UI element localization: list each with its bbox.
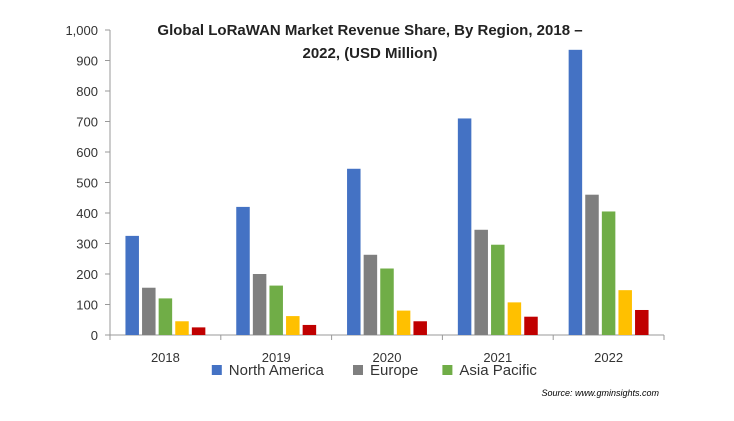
legend-label: North America (229, 362, 325, 379)
bar (269, 285, 283, 335)
bar (363, 254, 378, 335)
legend-item: Asia Pacific (442, 362, 537, 379)
bar (347, 168, 361, 335)
legend-swatch (353, 365, 363, 375)
bar (568, 49, 583, 335)
legend-label: Asia Pacific (459, 362, 537, 379)
bar (158, 298, 173, 335)
legend-item: Europe (353, 362, 418, 379)
bar (252, 274, 267, 335)
legend-swatch (442, 365, 453, 375)
bar (585, 194, 599, 335)
y-tick-label: 400 (76, 206, 98, 221)
bar (191, 327, 206, 336)
x-axis: 2018 2019 2020 2021 2022 (109, 334, 665, 365)
bar (618, 290, 632, 335)
y-tick-label: 700 (76, 115, 98, 130)
chart-title-line-2: 2022, (USD Million) (302, 45, 437, 62)
y-tick-label: 1,000 (65, 23, 98, 38)
x-tick-label: 2022 (594, 350, 623, 365)
x-tick-label: 2021 (483, 350, 512, 365)
bar (175, 321, 189, 335)
legend: North America Europe Asia Pacific (211, 362, 537, 379)
bar (474, 229, 488, 335)
x-tick-label: 2018 (151, 350, 180, 365)
y-tick-label: 800 (76, 84, 98, 99)
legend-item: North America (211, 362, 325, 379)
x-tick-label: 2020 (373, 350, 402, 365)
y-tick-label: 200 (76, 267, 98, 282)
bar (601, 211, 616, 335)
legend-label: Europe (370, 362, 418, 379)
bar (125, 235, 139, 336)
y-tick-label: 900 (76, 54, 98, 69)
y-tick-label: 500 (76, 176, 98, 191)
bar (413, 321, 427, 335)
chart-title: Global LoRaWAN Market Revenue Share, By … (157, 22, 582, 62)
bar (524, 316, 538, 335)
y-tick-label: 300 (76, 237, 98, 252)
x-tick-label: 2019 (262, 350, 291, 365)
y-tick-label: 600 (76, 145, 98, 160)
y-axis: 0 100 200 300 400 500 600 700 800 900 1,000 (65, 23, 111, 343)
plot-area (125, 49, 649, 336)
bar (507, 302, 522, 335)
bar (302, 324, 317, 335)
chart-title-line-1: Global LoRaWAN Market Revenue Share, By … (157, 22, 582, 39)
bar (236, 206, 250, 335)
bar (286, 316, 300, 335)
legend-swatch (211, 365, 222, 375)
bar (142, 287, 156, 335)
bar (491, 244, 505, 335)
bar (380, 268, 394, 335)
bar (457, 118, 472, 335)
bar (396, 310, 411, 335)
bar (635, 309, 649, 335)
y-tick-label: 100 (76, 298, 98, 313)
source-note: Source: www.gminsights.com (541, 388, 659, 398)
y-tick-label: 0 (91, 328, 98, 343)
